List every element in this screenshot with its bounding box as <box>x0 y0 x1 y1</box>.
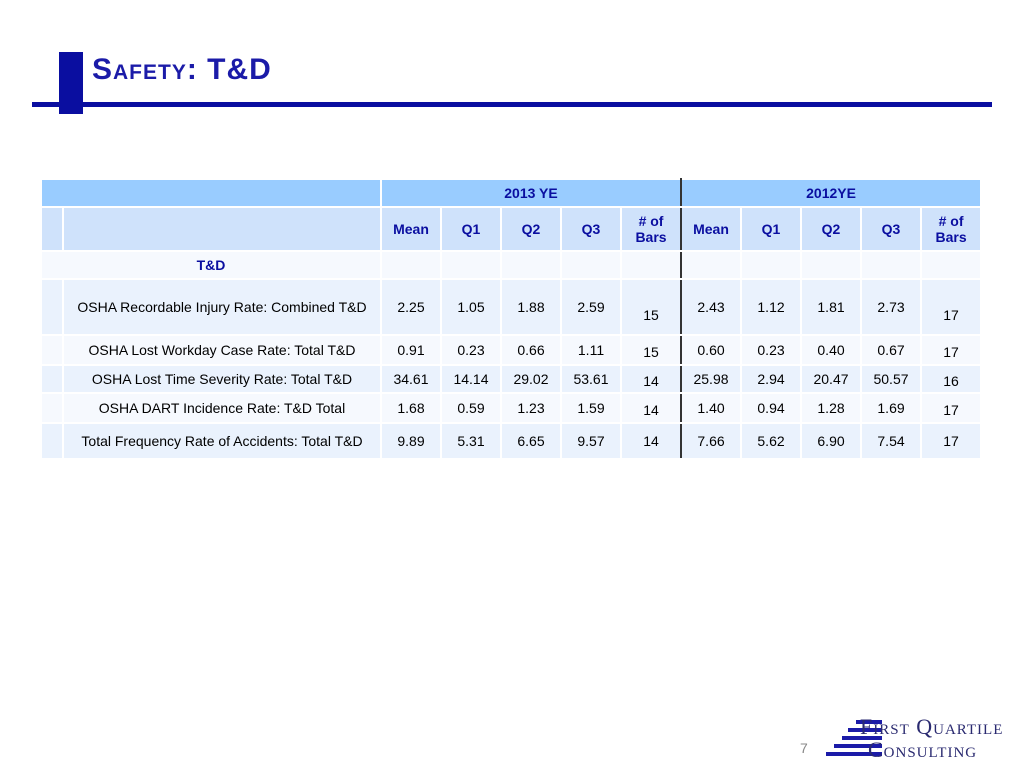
column-header: Q1 <box>440 206 502 252</box>
cell-value: 0.67 <box>860 334 923 366</box>
cell-value: 17 <box>920 334 983 366</box>
cell-value: 2.25 <box>380 278 442 336</box>
section-label: T&D <box>40 250 382 280</box>
slide-title: Safety: T&D <box>92 53 272 86</box>
group-header-2012: 2012YE <box>680 178 983 208</box>
cell-value: 0.23 <box>740 334 803 366</box>
cell-value: 6.65 <box>500 422 562 460</box>
cell-value: 9.89 <box>380 422 442 460</box>
cell-value: 2.94 <box>740 364 803 394</box>
cell-value: 1.11 <box>560 334 622 366</box>
column-header: # of Bars <box>619 206 683 252</box>
row-label: OSHA Recordable Injury Rate: Combined T&… <box>62 278 382 336</box>
cell-value: 1.23 <box>500 392 562 424</box>
cell-value: 50.57 <box>860 364 923 394</box>
cell-value: 14 <box>619 364 683 394</box>
group-header-blank <box>40 178 382 208</box>
cell-value: 1.59 <box>560 392 622 424</box>
cell-value: 17 <box>920 392 983 424</box>
group-header-2013: 2013 YE <box>379 178 683 208</box>
row-label: OSHA DART Incidence Rate: T&D Total <box>62 392 382 424</box>
column-header: # of Bars <box>920 206 983 252</box>
cell-value: 1.28 <box>800 392 863 424</box>
cell-value: 0.40 <box>800 334 863 366</box>
cell-value: 17 <box>920 278 983 336</box>
section-row: T&D <box>40 250 983 280</box>
cell-value: 1.40 <box>680 392 743 424</box>
cell-value: 7.54 <box>860 422 923 460</box>
cell-value: 1.88 <box>500 278 562 336</box>
cell-value: 0.23 <box>440 334 502 366</box>
table-row: OSHA DART Incidence Rate: T&D Total 1.68… <box>40 392 983 424</box>
table-row: OSHA Lost Workday Case Rate: Total T&D 0… <box>40 334 983 366</box>
cell-value: 14.14 <box>440 364 502 394</box>
cell-value: 15 <box>619 278 683 336</box>
title-underline-rule <box>32 102 992 107</box>
cell-value: 0.94 <box>740 392 803 424</box>
column-header: Q1 <box>740 206 803 252</box>
cell-value: 53.61 <box>560 364 622 394</box>
column-header: Q3 <box>560 206 622 252</box>
cell-value: 1.12 <box>740 278 803 336</box>
cell-value: 16 <box>920 364 983 394</box>
safety-metrics-table: 2013 YE 2012YE Mean Q1 Q2 Q3 # of Bars M… <box>40 178 983 460</box>
table-row: OSHA Recordable Injury Rate: Combined T&… <box>40 278 983 336</box>
table-row: OSHA Lost Time Severity Rate: Total T&D … <box>40 364 983 394</box>
cell-value: 5.31 <box>440 422 502 460</box>
cell-value: 5.62 <box>740 422 803 460</box>
cell-value: 6.90 <box>800 422 863 460</box>
group-header-row: 2013 YE 2012YE <box>40 178 983 208</box>
cell-value: 29.02 <box>500 364 562 394</box>
column-header-row: Mean Q1 Q2 Q3 # of Bars Mean Q1 Q2 Q3 # … <box>40 206 983 252</box>
cell-value: 14 <box>619 392 683 424</box>
column-header: Mean <box>680 206 743 252</box>
table-row: Total Frequency Rate of Accidents: Total… <box>40 422 983 460</box>
cell-value: 14 <box>619 422 683 460</box>
column-header: Q3 <box>860 206 923 252</box>
row-label: Total Frequency Rate of Accidents: Total… <box>62 422 382 460</box>
cell-value: 2.59 <box>560 278 622 336</box>
cell-value: 2.43 <box>680 278 743 336</box>
cell-value: 17 <box>920 422 983 460</box>
row-label: OSHA Lost Workday Case Rate: Total T&D <box>62 334 382 366</box>
logo-text-line1: First Quartile <box>860 714 1004 739</box>
cell-value: 1.69 <box>860 392 923 424</box>
cell-value: 2.73 <box>860 278 923 336</box>
column-header: Mean <box>380 206 442 252</box>
cell-value: 9.57 <box>560 422 622 460</box>
cell-value: 34.61 <box>380 364 442 394</box>
column-header: Q2 <box>500 206 562 252</box>
column-header: Q2 <box>800 206 863 252</box>
cell-value: 15 <box>619 334 683 366</box>
cell-value: 0.91 <box>380 334 442 366</box>
cell-value: 20.47 <box>800 364 863 394</box>
cell-value: 0.66 <box>500 334 562 366</box>
cell-value: 7.66 <box>680 422 743 460</box>
cell-value: 1.81 <box>800 278 863 336</box>
row-label: OSHA Lost Time Severity Rate: Total T&D <box>62 364 382 394</box>
logo-bars-icon <box>822 716 882 760</box>
cell-value: 1.68 <box>380 392 442 424</box>
cell-value: 25.98 <box>680 364 743 394</box>
logo-text-line2: Consulting <box>868 737 978 762</box>
column-header-blank <box>62 206 382 252</box>
column-header-blank <box>40 206 64 252</box>
company-logo: First Quartile Consulting <box>822 712 1022 762</box>
cell-value: 0.60 <box>680 334 743 366</box>
cell-value: 0.59 <box>440 392 502 424</box>
cell-value: 1.05 <box>440 278 502 336</box>
page-number: 7 <box>800 740 808 756</box>
